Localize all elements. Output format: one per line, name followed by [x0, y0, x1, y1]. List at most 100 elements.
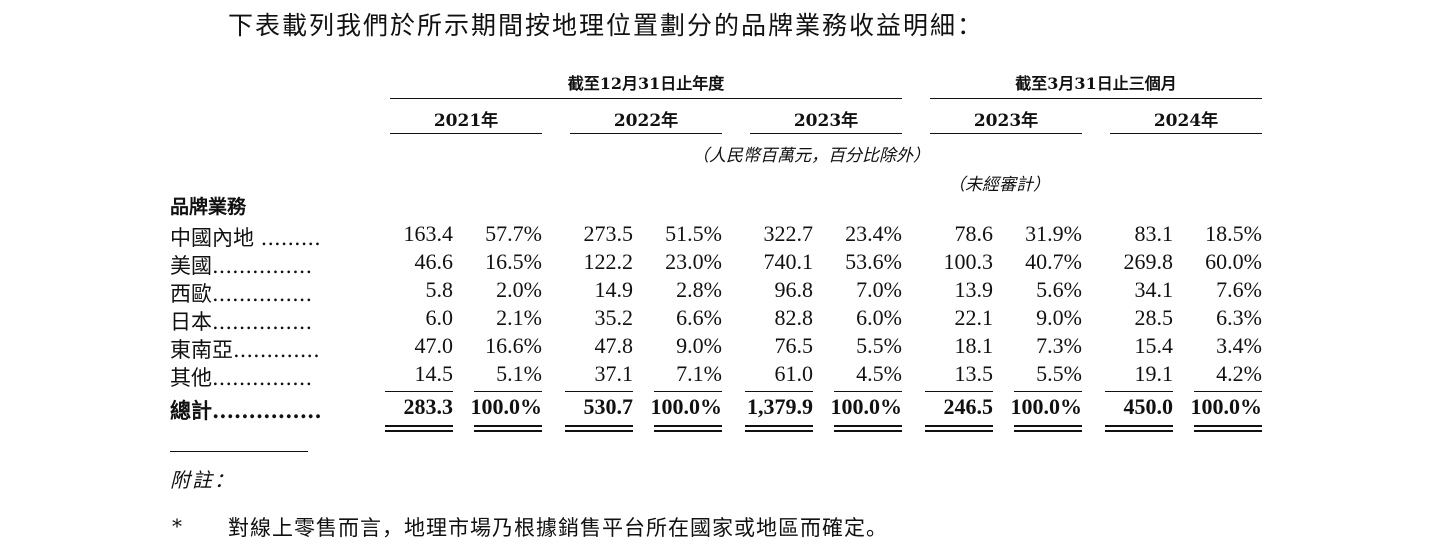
- percent-cell: 31.9%: [1025, 221, 1082, 246]
- percent-cell: 5.6%: [1036, 277, 1082, 302]
- amount-cell: 100.3: [943, 249, 994, 274]
- percent-cell: 40.7%: [1025, 249, 1082, 274]
- footnote-text: 對線上零售而言，地理市場乃根據銷售平台所在國家或地區而確定。: [228, 516, 888, 540]
- total-percent-cell: 100.0%: [650, 394, 723, 419]
- percent-cell: 2.0%: [496, 277, 542, 302]
- total-double-rule: [654, 425, 722, 432]
- amount-cell: 35.2: [594, 305, 634, 330]
- year-rule-2023: [750, 133, 902, 134]
- amount-cell: 83.1: [1134, 221, 1174, 246]
- total-double-rule: [565, 425, 633, 432]
- year-header-2023-q: 2023年: [973, 111, 1039, 131]
- percent-cell: 60.0%: [1205, 249, 1262, 274]
- footnote-separator: [170, 451, 308, 452]
- total-amount-cell: 246.5: [943, 394, 994, 419]
- amount-cell: 76.5: [774, 333, 814, 358]
- intro-paragraph: 下表載列我們於所示期間按地理位置劃分的品牌業務收益明細：: [228, 11, 985, 40]
- amount-cell: 322.7: [763, 221, 814, 246]
- subtotal-rule: [385, 391, 453, 392]
- percent-cell: 51.5%: [665, 221, 722, 246]
- total-percent-cell: 100.0%: [1190, 394, 1263, 419]
- amount-cell: 47.8: [594, 333, 634, 358]
- percent-cell: 5.5%: [1036, 361, 1082, 386]
- percent-cell: 5.5%: [856, 333, 902, 358]
- amount-cell: 5.8: [425, 277, 454, 302]
- amount-cell: 122.2: [583, 249, 634, 274]
- percent-cell: 23.0%: [665, 249, 722, 274]
- total-double-rule: [745, 425, 813, 432]
- subtotal-rule: [745, 391, 813, 392]
- percent-cell: 5.1%: [496, 361, 542, 386]
- unaudited-note: （未經審計）: [948, 175, 1050, 195]
- amount-cell: 78.6: [954, 221, 994, 246]
- total-amount-cell: 283.3: [403, 394, 454, 419]
- amount-cell: 269.8: [1123, 249, 1174, 274]
- percent-cell: 7.0%: [856, 277, 902, 302]
- amount-cell: 163.4: [403, 221, 454, 246]
- amount-cell: 13.9: [954, 277, 994, 302]
- total-percent-cell: 100.0%: [830, 394, 903, 419]
- total-amount-cell: 450.0: [1123, 394, 1174, 419]
- total-double-rule: [474, 425, 542, 432]
- amount-cell: 37.1: [594, 361, 634, 386]
- subtotal-rule: [925, 391, 993, 392]
- amount-cell: 6.0: [425, 305, 454, 330]
- year-rule-2023-q: [930, 133, 1082, 134]
- amount-cell: 34.1: [1134, 277, 1174, 302]
- amount-cell: 19.1: [1134, 361, 1174, 386]
- amount-cell: 14.9: [594, 277, 634, 302]
- total-percent-cell: 100.0%: [1010, 394, 1083, 419]
- percent-cell: 7.6%: [1216, 277, 1262, 302]
- subtotal-rule: [1105, 391, 1173, 392]
- subtotal-rule: [474, 391, 542, 392]
- amount-cell: 22.1: [954, 305, 994, 330]
- amount-cell: 61.0: [774, 361, 814, 386]
- year-rule-2024-q: [1110, 133, 1262, 134]
- percent-cell: 16.5%: [485, 249, 542, 274]
- row-label: 其他...............: [170, 366, 313, 390]
- year-header-2021: 2021年: [433, 111, 499, 131]
- percent-cell: 57.7%: [485, 221, 542, 246]
- row-label: 東南亞.............: [170, 338, 320, 362]
- row-label: 美國...............: [170, 254, 313, 278]
- footnote-label: 附註：: [170, 468, 236, 492]
- amount-cell: 13.5: [954, 361, 994, 386]
- percent-cell: 4.2%: [1216, 361, 1262, 386]
- total-double-rule: [1014, 425, 1082, 432]
- percent-cell: 2.1%: [496, 305, 542, 330]
- amount-cell: 46.6: [414, 249, 454, 274]
- percent-cell: 9.0%: [676, 333, 722, 358]
- percent-cell: 2.8%: [676, 277, 722, 302]
- total-double-rule: [385, 425, 453, 432]
- total-double-rule: [1105, 425, 1173, 432]
- percent-cell: 23.4%: [845, 221, 902, 246]
- amount-cell: 28.5: [1134, 305, 1174, 330]
- percent-cell: 53.6%: [845, 249, 902, 274]
- year-header-2024-q: 2024年: [1153, 111, 1219, 131]
- total-double-rule: [925, 425, 993, 432]
- percent-cell: 6.0%: [856, 305, 902, 330]
- group-header-quarter: 截至3月31日止三個月: [1015, 74, 1177, 93]
- amount-cell: 14.5: [414, 361, 454, 386]
- subtotal-rule: [834, 391, 902, 392]
- row-label: 中國內地 .........: [170, 226, 321, 250]
- percent-cell: 6.6%: [676, 305, 722, 330]
- amount-cell: 273.5: [583, 221, 634, 246]
- amount-cell: 18.1: [954, 333, 994, 358]
- amount-cell: 82.8: [774, 305, 814, 330]
- amount-cell: 740.1: [763, 249, 814, 274]
- total-amount-cell: 1,379.9: [747, 394, 813, 419]
- total-amount-cell: 530.7: [583, 394, 634, 419]
- total-double-rule: [834, 425, 902, 432]
- group-rule-annual: [390, 98, 902, 99]
- section-title: 品牌業務: [170, 196, 247, 218]
- total-double-rule: [1194, 425, 1262, 432]
- amount-cell: 96.8: [774, 277, 814, 302]
- subtotal-rule: [1014, 391, 1082, 392]
- amount-cell: 47.0: [414, 333, 454, 358]
- percent-cell: 6.3%: [1216, 305, 1262, 330]
- total-percent-cell: 100.0%: [470, 394, 543, 419]
- year-rule-2022: [570, 133, 722, 134]
- percent-cell: 4.5%: [856, 361, 902, 386]
- year-header-2022: 2022年: [613, 111, 679, 131]
